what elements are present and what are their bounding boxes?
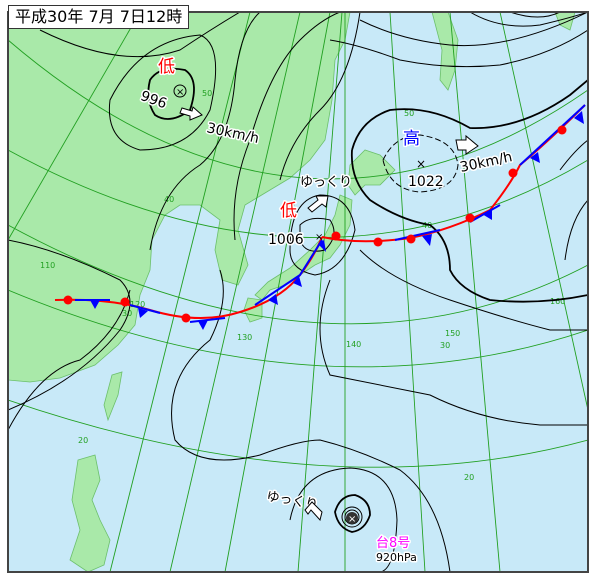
lon-140-label: 140 <box>346 340 361 349</box>
arrow-icon <box>455 134 479 155</box>
taiwan <box>103 371 123 422</box>
lat-30-label: 30 <box>122 309 132 318</box>
low-japan: ゆっくり 低 1006 × <box>267 174 354 250</box>
stationary-front <box>54 104 586 330</box>
lon-110-label: 110 <box>40 261 55 270</box>
typhoon-name: 台8号 <box>376 536 410 551</box>
svg-text:×: × <box>348 514 356 525</box>
high-pressure-system: 高 × 1022 30km/h <box>402 128 516 192</box>
asia-mainland <box>8 12 351 383</box>
lat-40-label: 40 <box>164 195 174 204</box>
low-pressure: 1006 <box>268 232 304 248</box>
arrow-icon <box>307 195 329 213</box>
typhoon-center-icon <box>346 512 358 524</box>
high-mark: 高 <box>403 129 420 149</box>
honshu <box>254 194 353 301</box>
low-mark: 低 <box>280 201 297 221</box>
lat-50-label: 50 <box>202 89 212 98</box>
low-motion: ゆっくり <box>300 175 352 190</box>
high-center-icon: × <box>416 157 426 171</box>
philippines <box>69 454 111 572</box>
arrow-icon <box>179 106 203 121</box>
low-center-icon: × <box>315 232 323 243</box>
lat-50b-label: 50 <box>404 109 414 118</box>
high-pressure: 1022 <box>408 174 444 190</box>
lon-120-label: 120 <box>130 300 145 309</box>
lat-40b-label: 40 <box>422 221 432 230</box>
svg-text:×: × <box>176 87 184 98</box>
lon-150-label: 150 <box>445 329 460 338</box>
map-title: 平成30年 7月 7日12時 <box>8 5 190 29</box>
isobars <box>8 12 588 572</box>
low-mark: 低 <box>158 57 175 77</box>
grid-labels: 50 40 40 50 30 30 20 20 110 120 130 140 … <box>40 89 565 482</box>
lon-130-label: 130 <box>237 333 252 342</box>
low-center-icon <box>173 84 187 98</box>
lat-30b-label: 30 <box>440 341 450 350</box>
land <box>8 12 576 572</box>
map-frame <box>7 11 589 573</box>
lon-160-label: 160 <box>550 297 565 306</box>
typhoon-pressure: 920hPa <box>376 551 417 564</box>
lat-20b-label: 20 <box>464 473 474 482</box>
lat-20-label: 20 <box>78 436 88 445</box>
lat-lon-grid <box>8 12 588 572</box>
arrow-icon <box>304 501 323 522</box>
